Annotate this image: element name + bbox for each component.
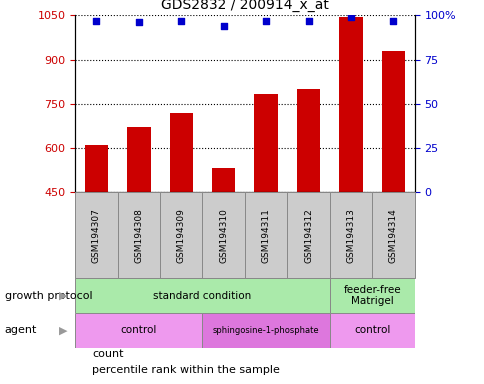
Text: percentile rank within the sample: percentile rank within the sample [92, 365, 279, 375]
Point [347, 14, 354, 20]
Text: ▶: ▶ [59, 325, 67, 335]
Bar [85, 146, 108, 192]
Bar [169, 113, 193, 192]
Text: standard condition: standard condition [153, 291, 251, 301]
Bar [381, 51, 404, 192]
Text: GSM194308: GSM194308 [134, 208, 143, 263]
FancyBboxPatch shape [75, 278, 329, 313]
Bar [254, 94, 277, 192]
Text: GSM194313: GSM194313 [346, 208, 355, 263]
Point [304, 18, 312, 24]
Point [219, 23, 227, 29]
Bar [212, 168, 235, 192]
FancyBboxPatch shape [287, 192, 329, 278]
Text: GSM194311: GSM194311 [261, 208, 270, 263]
FancyBboxPatch shape [117, 192, 160, 278]
Text: control: control [353, 325, 390, 335]
FancyBboxPatch shape [329, 192, 372, 278]
Text: ▶: ▶ [59, 291, 67, 301]
FancyBboxPatch shape [202, 313, 329, 348]
Text: GSM194310: GSM194310 [219, 208, 228, 263]
FancyBboxPatch shape [329, 278, 414, 313]
Title: GDS2832 / 200914_x_at: GDS2832 / 200914_x_at [161, 0, 328, 12]
Point [92, 18, 100, 24]
Text: sphingosine-1-phosphate: sphingosine-1-phosphate [212, 326, 319, 335]
FancyBboxPatch shape [75, 313, 202, 348]
FancyBboxPatch shape [372, 192, 414, 278]
Bar [339, 17, 362, 192]
Text: GSM194314: GSM194314 [388, 208, 397, 263]
Bar [127, 127, 150, 192]
Text: control: control [121, 325, 157, 335]
Text: count: count [92, 349, 123, 359]
Bar [296, 89, 319, 192]
Text: agent: agent [5, 325, 37, 335]
Point [135, 19, 142, 25]
Text: GSM194312: GSM194312 [303, 208, 313, 263]
FancyBboxPatch shape [75, 192, 117, 278]
Point [177, 18, 185, 24]
FancyBboxPatch shape [202, 192, 244, 278]
Text: growth protocol: growth protocol [5, 291, 92, 301]
FancyBboxPatch shape [244, 192, 287, 278]
FancyBboxPatch shape [160, 192, 202, 278]
Point [389, 18, 396, 24]
Text: GSM194307: GSM194307 [91, 208, 101, 263]
FancyBboxPatch shape [329, 313, 414, 348]
Text: GSM194309: GSM194309 [176, 208, 185, 263]
Point [262, 18, 270, 24]
Text: feeder-free
Matrigel: feeder-free Matrigel [343, 285, 400, 306]
